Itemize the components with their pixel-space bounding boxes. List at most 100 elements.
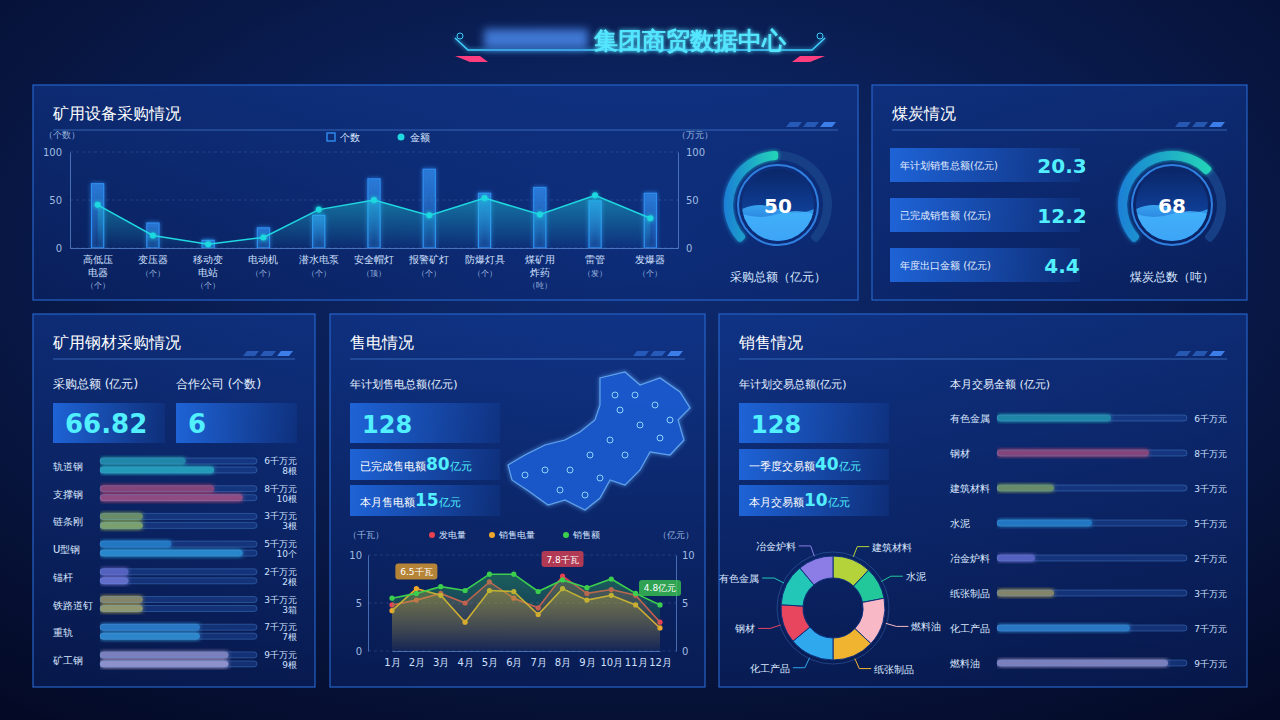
category-label: 12月 [649,657,672,668]
data-label: 8千万元 [264,484,297,494]
map-icon [617,407,623,413]
leader-line [886,623,909,626]
donut-chart: 建筑材料水泥燃料油纸张制品化工产品钢材有色金属冶金炉料 [719,541,941,675]
panel: 矿用设备采购情况 [33,85,858,300]
gauge: 50采购总额（亿元） [724,151,832,284]
donut-halo [777,552,889,664]
annotation-box [639,580,681,596]
axis: 0510 [349,550,368,657]
axis-title: （个数） [44,130,80,140]
slice [781,605,810,641]
series-line [98,195,651,244]
point [438,584,443,589]
map-icon [542,467,548,473]
tick-label: 0 [682,646,688,657]
category-line: 变压器 [138,254,168,265]
slice-label: 水泥 [906,571,926,582]
category-label: 1月 [384,657,400,668]
slice [854,570,885,602]
slice-label: 冶金炉料 [756,541,796,552]
category-label: 支撑钢 [53,489,83,500]
map-icon [597,475,603,481]
legend-label: 金额 [410,132,430,143]
title-deco [277,351,293,356]
category-label: 链条刚 [52,516,83,527]
category-label: 锚杆 [52,572,73,583]
annotation: 7.8千瓦 [542,551,584,567]
data-label: 2千万元 [264,567,297,577]
kpi-box [350,403,500,443]
bar-track [100,606,257,612]
map-icon [607,437,613,443]
tick-label: 100 [686,147,705,158]
data-label: 2根 [282,577,297,587]
category-tick: 9月 [579,651,595,668]
panel: 销售情况年计划交易总额(亿元)128一季度交易额40亿元本月交易额10亿元 [719,314,1247,687]
map-shape [508,372,690,510]
category-line: 雷管 [585,254,605,265]
tick: 0 [356,646,368,657]
dashboard: 集团商贸数据中心矿用设备采购情况煤炭情况年计划销售总额(亿元)20.3已完成销售… [0,0,1280,720]
axis-line [678,153,679,249]
data-label: 3千万元 [264,511,297,521]
kpi-line-unit: 亿元 [838,460,861,473]
category-line: 高低压 [83,254,113,265]
category-label: 7月 [530,657,546,668]
slice-label: 有色金属 [719,573,759,584]
tick: 0 [678,243,692,254]
category-label: 高低压电器 [83,254,113,278]
slice-label: 燃料油 [911,621,941,632]
category-label: 有色金属 [950,413,990,424]
category-axis: 1月2月3月4月5月6月7月8月9月10月11月12月 [384,651,672,668]
data-label: 10个 [277,549,297,559]
title-rule [892,130,1227,131]
legend-swatch [489,532,495,538]
data-label: 3千万元 [264,595,297,605]
data-label: 9千万元 [264,650,297,660]
legend-item: 销售额 [563,530,600,540]
tick-label: 50 [686,195,699,206]
leader-line [758,625,780,628]
point [657,602,662,607]
point [95,202,101,208]
bar-track [100,578,257,584]
gauge-ring [738,165,818,245]
panel-title: 销售情况 [738,333,803,352]
title-deco [1209,122,1225,127]
point [536,589,541,594]
panel-title: 煤炭情况 [892,104,956,123]
bar-track [100,661,257,667]
header-dot [457,33,463,39]
leader-line [853,547,869,557]
grid-line [70,152,678,153]
category-label: 建筑材料 [949,483,990,494]
title-deco [820,122,836,127]
category-tick: 7月 [530,651,546,668]
legend-swatch [398,134,405,141]
bar-track [100,495,257,501]
kpi-box [739,485,889,516]
point [487,572,492,577]
category-line: 煤矿用 [525,254,555,265]
tick: 50 [678,195,699,206]
data-label: 8根 [282,466,297,476]
category-label: 燃料油 [950,658,980,669]
annotation-label: 7.8千瓦 [546,555,578,565]
point [511,572,516,577]
data-label: 10根 [277,494,297,504]
kpi-line-unit: 亿元 [827,496,850,509]
kpi-line-label: 本月交易额 [749,496,804,509]
bar-track [997,590,1187,596]
tick: 100 [678,147,705,158]
axis: 050100 [43,147,71,254]
panel: 煤炭情况年计划销售总额(亿元)20.3已完成销售额 (亿元)12.2年度出口金额… [872,85,1247,300]
bar-track [100,486,257,492]
tick: 0 [676,646,688,657]
point [414,586,419,591]
category-tick: 报警矿灯（个） [408,248,449,278]
point [537,211,543,217]
data-label: 3千万元 [1194,484,1227,494]
category-line: 炸药 [530,267,550,278]
data-label: 3千万元 [1194,589,1227,599]
category-label: 9月 [579,657,595,668]
